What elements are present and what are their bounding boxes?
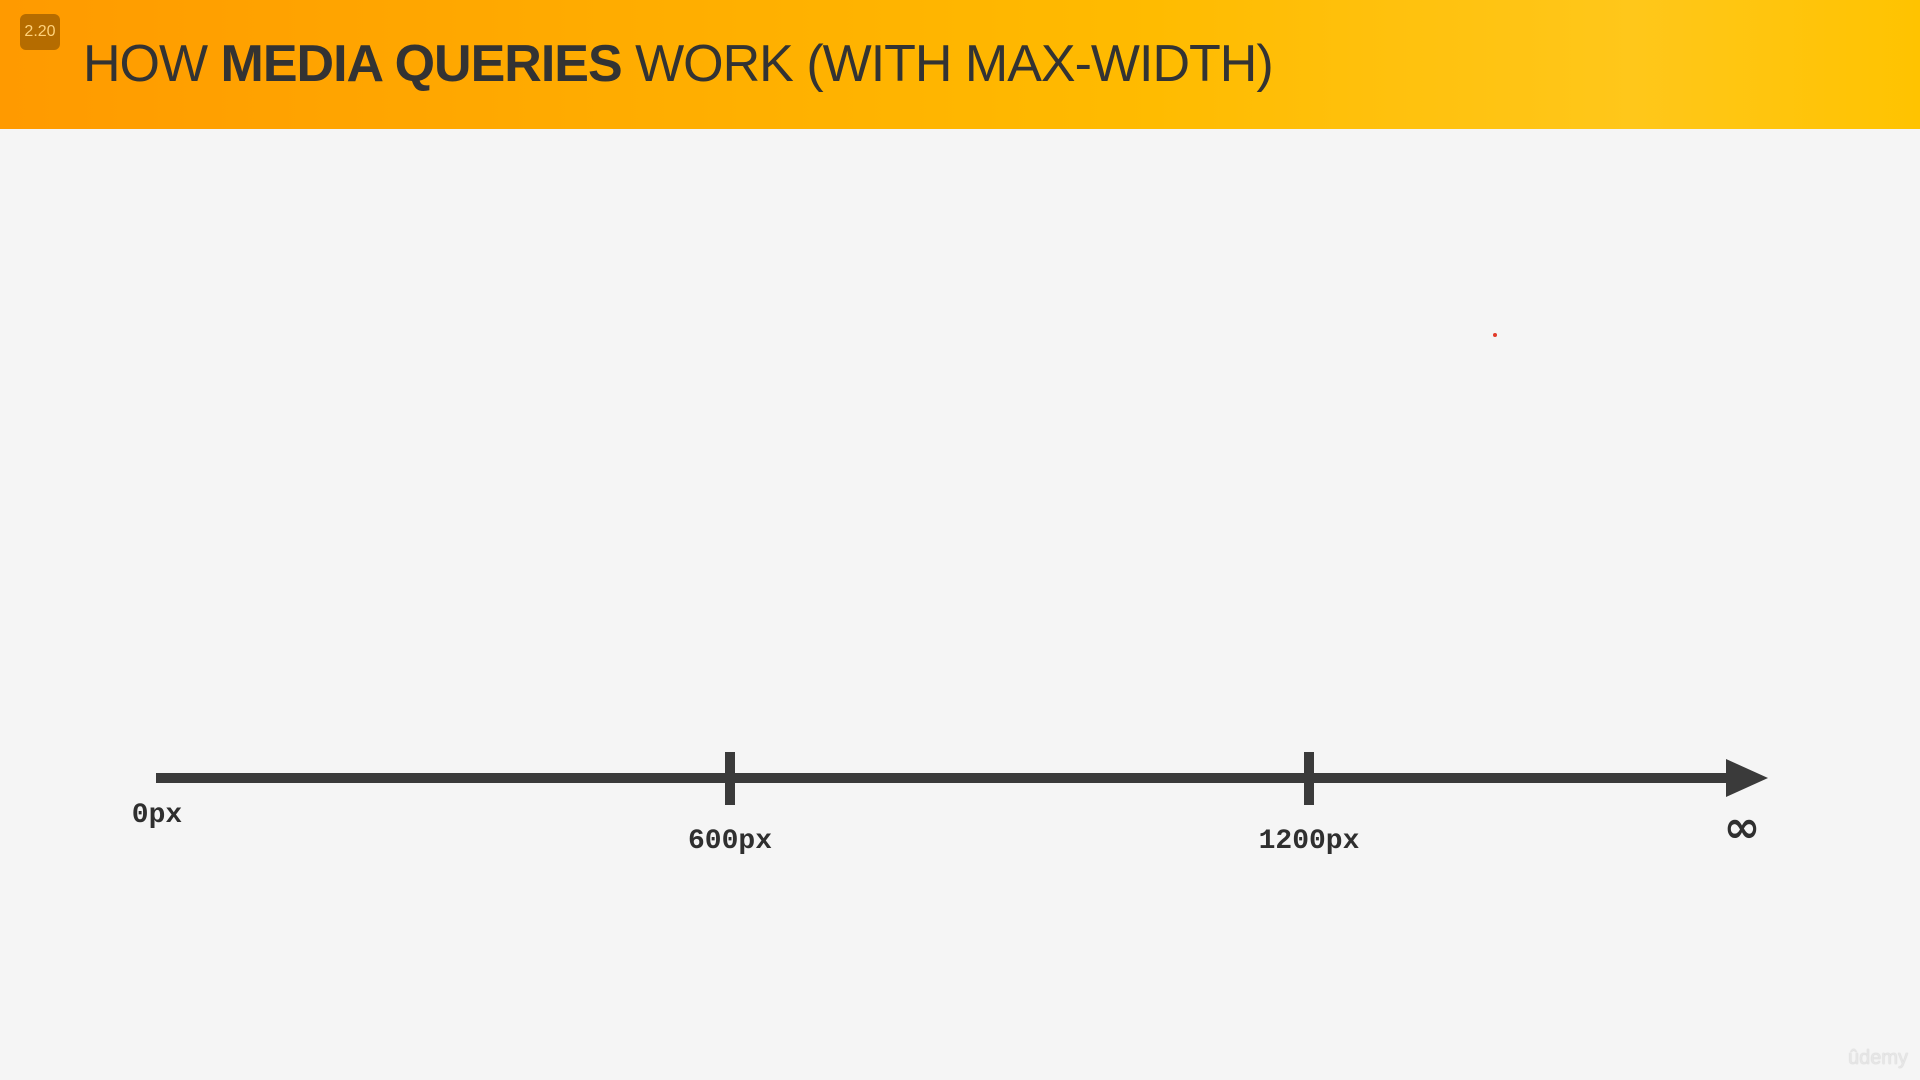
axis-arrowhead	[1726, 759, 1768, 797]
udemy-watermark: ûdemy	[1847, 1047, 1908, 1069]
slide-number-badge: 2.20	[20, 14, 60, 50]
title-suffix: WORK (WITH MAX-WIDTH)	[621, 35, 1274, 93]
tick-label-1200px: 1200px	[1258, 826, 1360, 857]
infinity-symbol: ∞	[1723, 802, 1761, 853]
title-prefix: HOW	[83, 35, 221, 93]
axis-start-label: 0px	[131, 800, 183, 831]
cursor-dot	[1493, 333, 1497, 337]
slide-header: 2.20 HOW MEDIA QUERIES WORK (WITH MAX-WI…	[0, 0, 1920, 129]
title-bold: MEDIA QUERIES	[220, 35, 623, 93]
tick-label-600px: 600px	[687, 826, 773, 857]
slide-title: HOW MEDIA QUERIES WORK (WITH MAX-WIDTH)	[83, 34, 1274, 94]
